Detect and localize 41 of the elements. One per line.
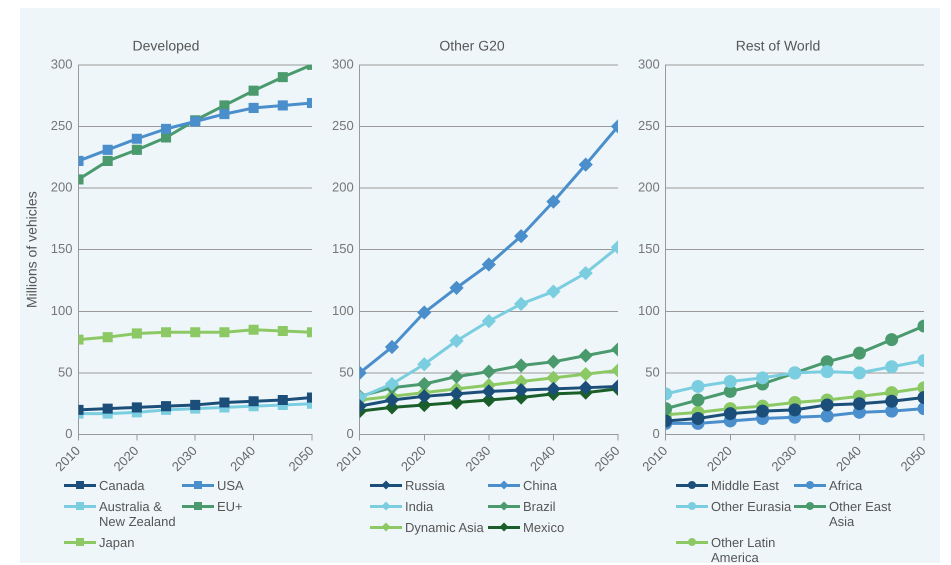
y-tick-label: 250 — [50, 118, 72, 133]
y-tick-label: 50 — [645, 364, 660, 380]
y-tick-label: 200 — [638, 180, 660, 195]
legend-label: Africa — [829, 478, 862, 493]
legend-label: Dynamic Asia — [405, 520, 484, 535]
legend-label: Middle East — [711, 478, 779, 493]
y-axis-title: Millions of vehicles — [23, 191, 40, 308]
legend-label: India — [405, 499, 434, 514]
y-tick-label: 250 — [638, 118, 660, 133]
legend-label: Russia — [405, 478, 445, 493]
legend-label: Other East Asia — [829, 499, 892, 529]
y-tick-label: 150 — [638, 241, 660, 256]
chart-title: Rest of World — [736, 37, 820, 54]
y-tick-label: 300 — [50, 56, 72, 72]
legend-label: USA — [217, 478, 244, 493]
legend-label: Japan — [99, 535, 134, 550]
y-tick-label: 100 — [638, 302, 660, 318]
y-tick-label: 0 — [65, 426, 72, 442]
legend-label: Brazil — [523, 499, 556, 514]
y-tick-label: 200 — [50, 180, 72, 195]
y-tick-label: 150 — [50, 241, 72, 256]
y-tick-label: 300 — [332, 56, 354, 72]
y-tick-label: 50 — [339, 364, 354, 380]
y-tick-label: 150 — [332, 241, 354, 256]
y-tick-label: 100 — [332, 302, 354, 318]
y-tick-label: 300 — [638, 56, 660, 72]
legend-label: EU+ — [217, 499, 243, 514]
legend-label: Other Latin America — [711, 535, 776, 565]
y-tick-label: 0 — [652, 426, 660, 442]
legend-label: Mexico — [523, 520, 564, 535]
chart-title: Developed — [132, 37, 200, 54]
y-tick-label: 0 — [346, 426, 354, 442]
legend-label: Canada — [99, 478, 145, 493]
y-tick-label: 100 — [50, 302, 72, 318]
y-tick-label: 250 — [332, 118, 354, 133]
legend-label: Other Eurasia — [711, 499, 792, 514]
legend-label: China — [523, 478, 557, 493]
chart-title: Other G20 — [439, 37, 505, 54]
legend-label: Australia & New Zealand — [99, 499, 177, 529]
y-tick-label: 50 — [58, 364, 72, 380]
y-tick-label: 200 — [332, 180, 354, 195]
